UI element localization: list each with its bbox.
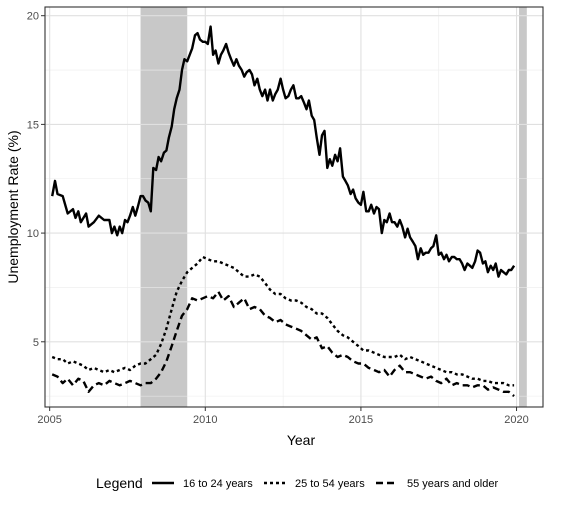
- legend-label-55-and-older: 55 years and older: [407, 478, 498, 490]
- legend-item-55-and-older: 55 years and older: [376, 478, 498, 490]
- y-tick-label: 10: [27, 228, 39, 240]
- x-axis-ticks: 2005 2010 2015 2020: [37, 407, 529, 426]
- y-axis-ticks: 5 10 15 20: [27, 11, 45, 349]
- series-line-1: [51, 25, 516, 278]
- recession-band-1: [140, 7, 188, 407]
- y-tick-label: 15: [27, 119, 39, 131]
- y-tick-label: 20: [27, 11, 39, 23]
- x-tick-label: 2020: [504, 414, 528, 426]
- plot-background: [45, 7, 543, 407]
- legend-label-25-to-54: 25 to 54 years: [295, 478, 365, 490]
- legend-item-25-to-54: 25 to 54 years: [264, 478, 365, 490]
- legend: Legend 16 to 24 years 25 to 54 years 55 …: [96, 475, 498, 491]
- y-axis-title: Unemployment Rate (%): [5, 130, 21, 283]
- legend-title: Legend: [96, 475, 143, 491]
- x-tick-label: 2015: [349, 414, 373, 426]
- series-lines: [51, 25, 516, 398]
- legend-label-16-to-24: 16 to 24 years: [183, 478, 253, 490]
- legend-item-16-to-24: 16 to 24 years: [152, 478, 253, 490]
- y-tick-label: 5: [33, 337, 39, 349]
- plot-border: [44, 6, 544, 408]
- x-tick-label: 2005: [37, 414, 61, 426]
- gridlines: [45, 7, 543, 407]
- recession-band-2: [519, 7, 527, 407]
- x-tick-label: 2010: [193, 414, 217, 426]
- x-axis-title: Year: [287, 432, 316, 448]
- series-line-3: [51, 290, 515, 398]
- series-line-2: [51, 255, 515, 387]
